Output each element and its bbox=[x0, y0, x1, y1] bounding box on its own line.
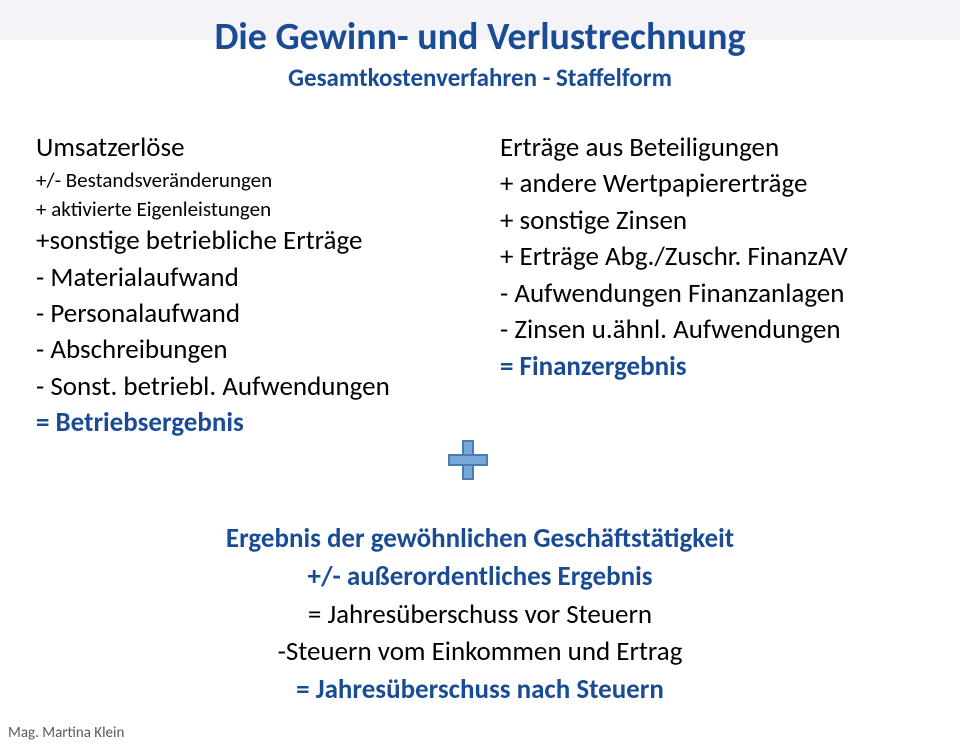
left-column: Umsatzerlöse +/- Bestandsveränderungen +… bbox=[36, 130, 460, 442]
right-column: Erträge aus Beteiligungen + andere Wertp… bbox=[500, 130, 924, 442]
right-line-zinsen-aufwendungen: - Zinsen u.ähnl. Aufwendungen bbox=[500, 312, 924, 348]
page-subtitle: Gesamtkostenverfahren - Staffelform bbox=[0, 62, 960, 93]
left-line-abschreibungen: - Abschreibungen bbox=[36, 332, 460, 368]
bottom-line-egt: Ergebnis der gewöhnlichen Geschäftstätig… bbox=[0, 520, 960, 558]
right-line-sonstige-zinsen: + sonstige Zinsen bbox=[500, 203, 924, 239]
bottom-summary: Ergebnis der gewöhnlichen Geschäftstätig… bbox=[0, 520, 960, 709]
left-line-sonstige-ertraege: +sonstige betriebliche Erträge bbox=[36, 223, 460, 259]
bottom-line-vor-steuern: = Jahresüberschuss vor Steuern bbox=[0, 596, 960, 634]
right-line-ertraege-beteiligungen: Erträge aus Beteiligungen bbox=[500, 130, 924, 166]
two-column-layout: Umsatzerlöse +/- Bestandsveränderungen +… bbox=[36, 130, 924, 442]
left-line-betriebsergebnis: = Betriebsergebnis bbox=[36, 405, 460, 441]
bottom-line-nach-steuern: = Jahresüberschuss nach Steuern bbox=[0, 671, 960, 709]
left-line-sonst-aufwendungen: - Sonst. betriebl. Aufwendungen bbox=[36, 369, 460, 405]
left-line-aktivierte-eigenleistungen: + aktivierte Eigenleistungen bbox=[36, 195, 460, 223]
bottom-line-steuern: -Steuern vom Einkommen und Ertrag bbox=[0, 633, 960, 671]
bottom-line-ausserordentlich: +/- außerordentliches Ergebnis bbox=[0, 558, 960, 596]
left-line-personalaufwand: - Personalaufwand bbox=[36, 296, 460, 332]
left-line-umsatzerloese: Umsatzerlöse bbox=[36, 130, 460, 166]
right-line-aufwendungen-finanzanlagen: - Aufwendungen Finanzanlagen bbox=[500, 276, 924, 312]
left-line-materialaufwand: - Materialaufwand bbox=[36, 260, 460, 296]
left-line-bestandsveraenderungen: +/- Bestandsveränderungen bbox=[36, 166, 460, 194]
right-line-finanzergebnis: = Finanzergebnis bbox=[500, 349, 924, 385]
right-line-ertraege-abg: + Erträge Abg./Zuschr. FinanzAV bbox=[500, 239, 924, 275]
plus-icon bbox=[448, 440, 488, 480]
right-line-wertpapierertraege: + andere Wertpapiererträge bbox=[500, 166, 924, 202]
page-title: Die Gewinn- und Verlustrechnung bbox=[0, 14, 960, 60]
footer-author: Mag. Martina Klein bbox=[8, 724, 124, 742]
